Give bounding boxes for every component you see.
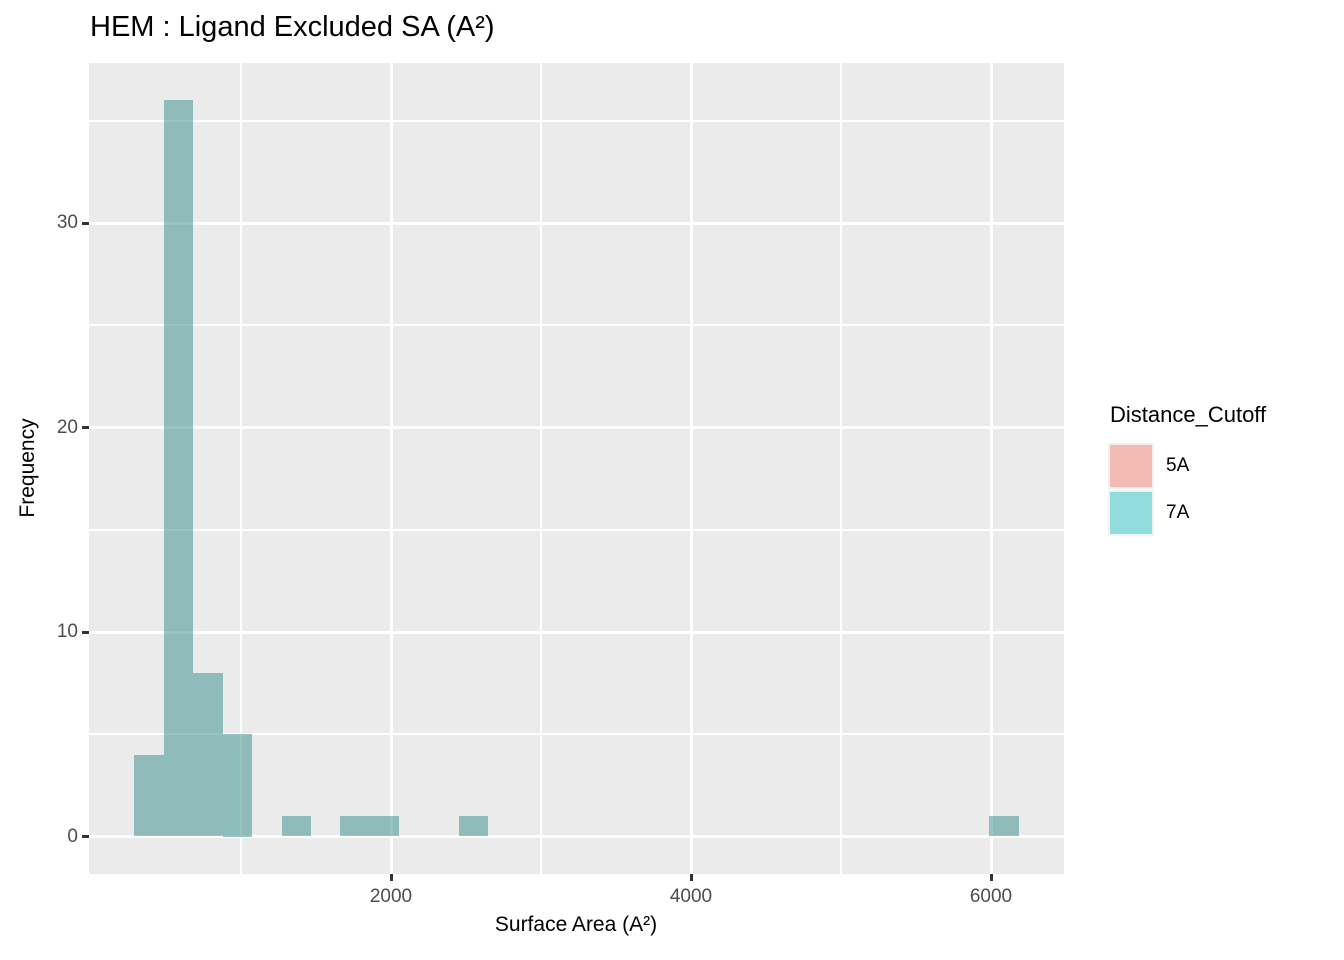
x-axis-title: Surface Area (A²) [494, 913, 658, 936]
y-tick-label: 30 [56, 212, 78, 233]
y-tick-label: 20 [56, 416, 78, 438]
histogram-bar [458, 816, 488, 837]
y-tick-mark [82, 426, 89, 429]
y-tick-mark [82, 221, 89, 225]
x-tick-label: 2000 [369, 886, 413, 907]
histogram-bar [163, 100, 193, 837]
y-major-gridline [89, 426, 1064, 429]
x-tick-mark [989, 874, 993, 881]
y-major-gridline [89, 630, 1064, 634]
y-minor-gridline [89, 324, 1064, 327]
x-major-gridline [689, 63, 693, 874]
x-major-gridline [389, 63, 393, 874]
y-tick-mark [82, 835, 89, 838]
histogram-bar [370, 816, 400, 837]
histogram-bar [989, 816, 1019, 837]
y-major-gridline [89, 835, 1064, 838]
chart-title: HEM : Ligand Excluded SA (A²) [90, 11, 495, 43]
histogram-bar [281, 816, 312, 837]
legend-key [1108, 443, 1154, 489]
legend-title: Distance_Cutoff [1110, 402, 1267, 427]
y-tick-mark [82, 630, 89, 634]
y-minor-gridline [89, 733, 1064, 736]
legend-item-label: 7A [1166, 502, 1190, 523]
x-tick-label: 4000 [669, 886, 713, 907]
x-tick-mark [389, 874, 393, 881]
y-minor-gridline [89, 119, 1064, 122]
y-minor-gridline [89, 528, 1064, 531]
histogram-bar [134, 754, 164, 837]
histogram-bar [340, 816, 370, 837]
histogram-bar [193, 672, 223, 837]
histogram-bar [222, 734, 252, 837]
legend-swatch-5a [1110, 445, 1152, 487]
plot-panel [89, 63, 1064, 874]
x-minor-gridline [840, 63, 842, 874]
y-major-gridline [89, 221, 1064, 225]
x-tick-label: 6000 [969, 886, 1013, 907]
x-minor-gridline [240, 63, 242, 874]
legend-swatch-7a [1110, 492, 1152, 534]
x-major-gridline [989, 63, 993, 874]
y-tick-label: 0 [67, 825, 78, 847]
x-minor-gridline [540, 63, 542, 874]
legend-key [1108, 490, 1154, 536]
y-tick-label: 10 [56, 621, 78, 642]
x-tick-mark [689, 874, 693, 881]
legend-item-label: 5A [1166, 455, 1190, 476]
